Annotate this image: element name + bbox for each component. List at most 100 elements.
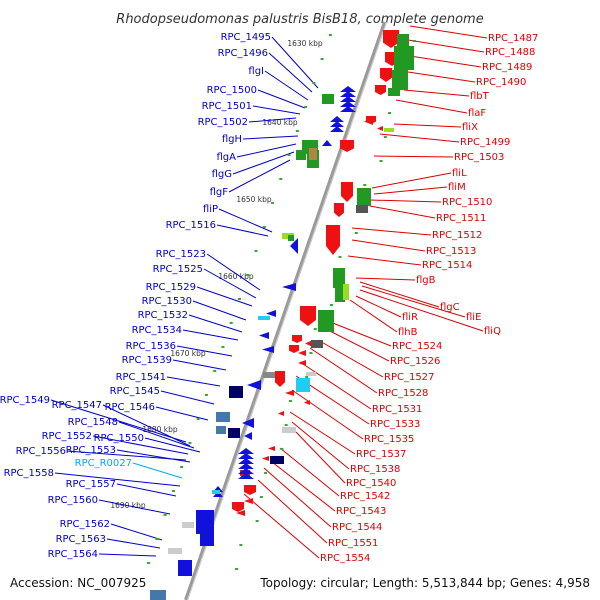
left-gene-label[interactable]: RPC_1548: [68, 417, 118, 428]
leader-line: [182, 329, 239, 341]
forward-gene: [292, 335, 302, 343]
right-gene-label[interactable]: RPC_1542: [340, 491, 390, 502]
right-gene-label[interactable]: RPC_1535: [364, 434, 414, 445]
left-gene-label[interactable]: flgH: [222, 134, 242, 145]
right-gene-label[interactable]: fliL: [452, 168, 467, 179]
leader-line: [309, 347, 378, 394]
right-gene-label[interactable]: RPC_1503: [454, 152, 504, 163]
left-gene-label[interactable]: RPC_1536: [126, 341, 176, 352]
right-gene-label[interactable]: fliE: [466, 312, 481, 323]
forward-gene: [275, 371, 285, 387]
left-gene-label[interactable]: RPC_1558: [4, 468, 54, 479]
right-gene-label[interactable]: RPC_1537: [356, 449, 406, 460]
left-gene-label[interactable]: RPC_1547: [52, 400, 102, 411]
right-gene-label[interactable]: fliQ: [484, 326, 501, 337]
green-gene: [394, 46, 414, 70]
right-gene-label[interactable]: RPC_1540: [346, 478, 396, 489]
left-gene-label[interactable]: RPC_1539: [122, 355, 172, 366]
leader-line: [172, 359, 227, 371]
right-gene-label[interactable]: RPC_1526: [390, 356, 440, 367]
right-gene-label[interactable]: RPC_1527: [384, 372, 434, 383]
left-gene-label[interactable]: RPC_1560: [48, 495, 98, 506]
right-gene-label[interactable]: RPC_1543: [336, 506, 386, 517]
left-gene-label[interactable]: RPC_1557: [66, 479, 116, 490]
right-gene-label[interactable]: flaF: [468, 108, 486, 119]
small-gene-mark: [412, 40, 416, 42]
lime-gene: [343, 284, 349, 300]
left-gene-label[interactable]: RPC_1516: [166, 220, 216, 231]
reverse-gene-chevron: [340, 101, 356, 107]
left-gene-label[interactable]: RPC_1552: [42, 431, 92, 442]
left-gene-label[interactable]: RPC_1550: [94, 433, 144, 444]
left-gene-label[interactable]: flgI: [248, 66, 264, 77]
reverse-gene-chevron: [238, 458, 254, 464]
left-gene-label[interactable]: RPC_1523: [156, 249, 206, 260]
leader-line: [98, 499, 171, 515]
right-gene-label[interactable]: RPC_1488: [485, 47, 535, 58]
right-gene-label[interactable]: RPC_1499: [460, 137, 510, 148]
left-gene-label[interactable]: flgA: [217, 152, 237, 163]
right-gene-label[interactable]: RPC_1489: [482, 62, 532, 73]
left-gene-label[interactable]: RPC_1500: [207, 85, 257, 96]
left-gene-label[interactable]: RPC_1496: [218, 48, 268, 59]
right-gene-label[interactable]: RPC_1512: [432, 230, 482, 241]
left-gene-label[interactable]: RPC_1529: [146, 282, 196, 293]
right-gene-label[interactable]: RPC_1513: [426, 246, 476, 257]
right-gene-label[interactable]: flhB: [398, 327, 418, 338]
left-gene-label[interactable]: RPC_1546: [105, 402, 155, 413]
right-gene-label[interactable]: RPC_1524: [392, 341, 442, 352]
right-gene-label[interactable]: RPC_1551: [328, 538, 378, 549]
right-gene-label[interactable]: RPC_1538: [350, 464, 400, 475]
reverse-gene-chevron: [238, 468, 254, 474]
left-gene-label[interactable]: flgF: [210, 187, 229, 198]
left-gene-label[interactable]: RPC_1553: [66, 445, 116, 456]
left-gene-label[interactable]: RPC_1545: [110, 386, 160, 397]
left-gene-label[interactable]: RPC_1530: [142, 296, 192, 307]
right-gene-label[interactable]: fliR: [402, 312, 418, 323]
right-gene-label[interactable]: flbT: [470, 91, 490, 102]
forward-gene-arrow: [298, 360, 306, 366]
right-gene-label[interactable]: RPC_1511: [436, 213, 486, 224]
leader-line: [369, 199, 442, 203]
right-gene-label[interactable]: fliX: [462, 122, 478, 133]
left-gene-label[interactable]: RPC_1495: [221, 32, 271, 43]
leader-line: [409, 25, 488, 39]
small-gene-mark: [305, 376, 309, 378]
left-gene-label[interactable]: RPC_1564: [48, 549, 98, 560]
leader-line: [299, 361, 372, 410]
leader-line: [248, 117, 297, 123]
reverse-gene-arrow: [242, 418, 254, 428]
right-gene-label[interactable]: RPC_1544: [332, 522, 382, 533]
left-gene-label[interactable]: RPC_1534: [132, 325, 182, 336]
left-gene-label[interactable]: flgG: [212, 169, 232, 180]
scale-tick-label: 1640 kbp: [262, 118, 298, 127]
left-gene-label[interactable]: RPC_1501: [202, 101, 252, 112]
right-gene-label[interactable]: RPC_1554: [320, 553, 370, 564]
right-gene-label[interactable]: RPC_1528: [378, 388, 428, 399]
left-gene-label[interactable]: RPC_1556: [16, 446, 66, 457]
right-gene-label[interactable]: RPC_1487: [488, 33, 538, 44]
left-gene-label[interactable]: RPC_1532: [138, 310, 188, 321]
left-gene-label[interactable]: fliP: [203, 204, 218, 215]
small-gene-mark: [239, 544, 243, 546]
left-gene-label[interactable]: RPC_1525: [153, 264, 203, 275]
right-gene-label[interactable]: RPC_1510: [442, 197, 492, 208]
leader-line: [203, 268, 257, 299]
leader-line: [144, 437, 201, 453]
right-gene-label[interactable]: RPC_1490: [476, 77, 526, 88]
right-gene-label[interactable]: flgC: [440, 302, 460, 313]
right-gene-label[interactable]: RPC_1514: [422, 260, 472, 271]
left-gene-label[interactable]: RPC_1549: [0, 395, 50, 406]
right-gene-label[interactable]: fliM: [448, 182, 466, 193]
left-gene-label[interactable]: RPC_1562: [60, 519, 110, 530]
left-gene-label[interactable]: RPC_1541: [116, 372, 166, 383]
left-gene-label[interactable]: RPC_R0027: [75, 458, 132, 469]
right-gene-label[interactable]: flgB: [416, 275, 436, 286]
leader-line: [351, 239, 426, 252]
right-gene-label[interactable]: RPC_1531: [372, 404, 422, 415]
right-gene-label[interactable]: RPC_1533: [370, 419, 420, 430]
left-gene-label[interactable]: RPC_1563: [56, 534, 106, 545]
gene-features: [147, 30, 416, 600]
forward-gene-arrow: [268, 446, 275, 451]
left-gene-label[interactable]: RPC_1502: [198, 117, 248, 128]
